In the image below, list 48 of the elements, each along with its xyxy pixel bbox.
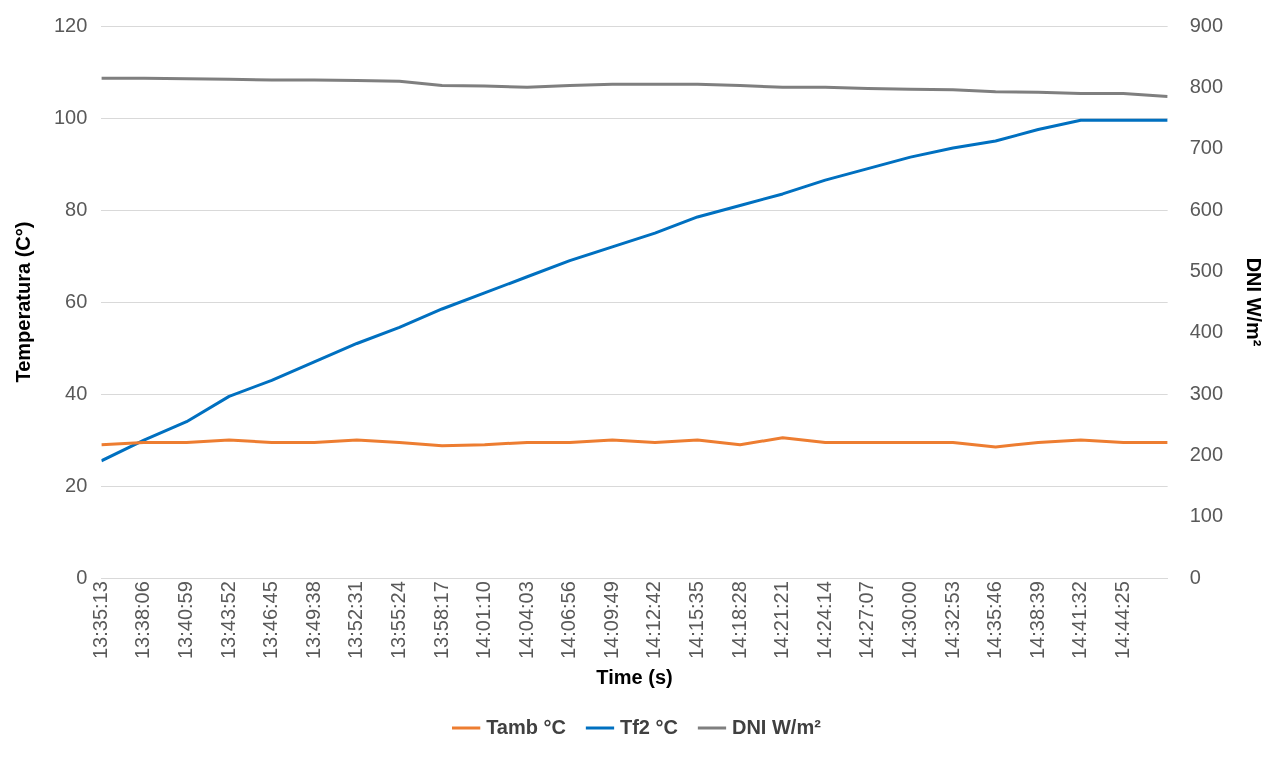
y-tick-label: 20: [65, 473, 88, 496]
x-tick-label: 14:30:00: [897, 581, 920, 660]
x-tick-label: 13:46:45: [259, 581, 282, 660]
x-tick-label: 14:04:03: [514, 581, 537, 660]
x-tick-label: 13:40:59: [174, 581, 197, 660]
y2-tick-label: 400: [1189, 320, 1224, 343]
y2-tick-label: 0: [1189, 565, 1201, 588]
x-tick-label: 13:38:06: [131, 581, 154, 660]
x-tick-label: 14:44:25: [1110, 581, 1133, 660]
x-tick-label: 14:01:10: [472, 581, 495, 660]
y2-tick-label: 200: [1189, 442, 1224, 465]
legend-label: DNI W/m²: [731, 715, 822, 738]
y2-tick-label: 300: [1189, 381, 1224, 404]
x-axis-title: Time (s): [596, 665, 673, 688]
x-tick-label: 13:43:52: [216, 581, 239, 660]
y2-tick-label: 700: [1189, 136, 1224, 159]
x-tick-label: 14:21:21: [770, 581, 793, 660]
x-tick-label: 14:06:56: [557, 581, 580, 660]
x-tick-label: 13:58:17: [429, 581, 452, 660]
x-tick-label: 14:38:39: [1025, 581, 1048, 660]
x-tick-label: 13:49:38: [301, 581, 324, 660]
y-tick-label: 40: [65, 381, 88, 404]
x-tick-label: 14:24:14: [812, 581, 835, 660]
x-tick-label: 14:27:07: [855, 581, 878, 660]
y-tick-label: 80: [65, 197, 88, 220]
y-axis-title: Temperatura (C°): [11, 221, 34, 383]
y-tick-label: 100: [53, 105, 88, 128]
x-tick-label: 14:12:42: [642, 581, 665, 660]
y-tick-label: 120: [53, 13, 88, 36]
x-tick-label: 14:18:28: [727, 581, 750, 660]
legend-label: Tf2 °C: [619, 715, 678, 738]
y2-tick-label: 900: [1189, 13, 1224, 36]
legend-label: Tamb °C: [486, 715, 566, 738]
y2-tick-label: 100: [1189, 504, 1224, 527]
y-tick-label: 60: [65, 289, 88, 312]
x-tick-label: 14:09:49: [599, 581, 622, 660]
x-tick-label: 14:41:32: [1068, 581, 1091, 660]
y2-tick-label: 500: [1189, 258, 1224, 281]
x-tick-label: 14:35:46: [983, 581, 1006, 660]
x-tick-label: 14:15:35: [685, 581, 708, 660]
y-tick-label: 0: [76, 565, 88, 588]
x-tick-label: 13:35:13: [88, 581, 111, 660]
x-tick-label: 13:55:24: [386, 581, 409, 660]
y2-axis-title: DNI W/m²: [1243, 257, 1266, 347]
y2-tick-label: 600: [1189, 197, 1224, 220]
x-tick-label: 14:32:53: [940, 581, 963, 660]
x-tick-label: 13:52:31: [344, 581, 367, 660]
y2-tick-label: 800: [1189, 74, 1224, 97]
